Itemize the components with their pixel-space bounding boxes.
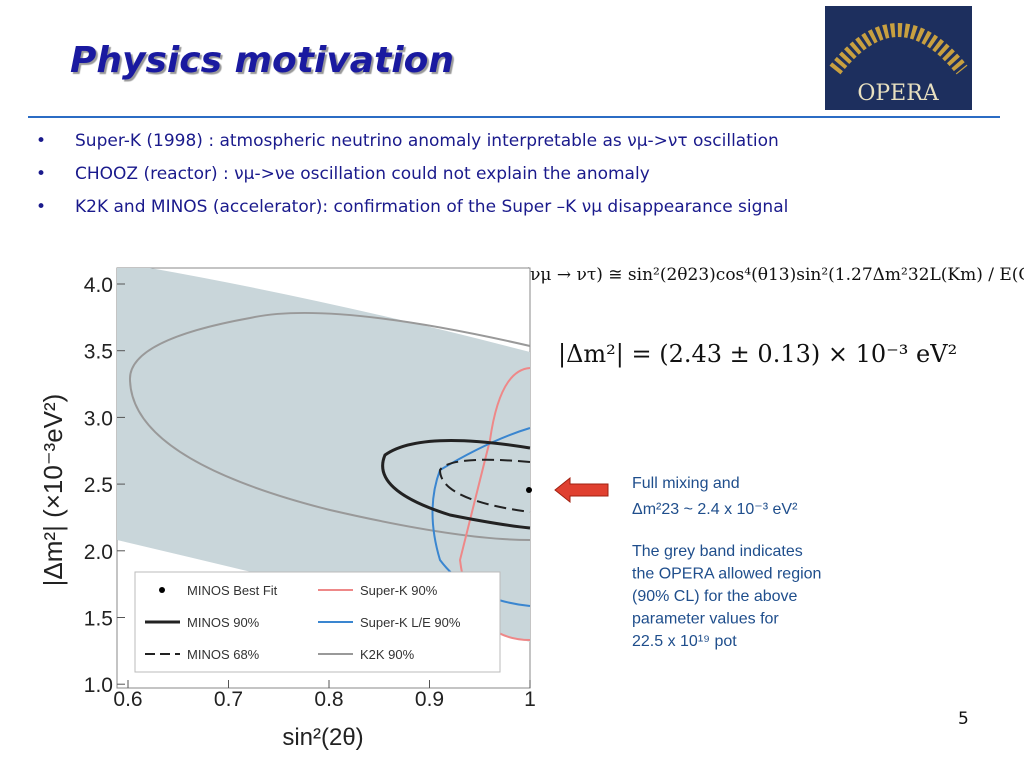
annotation-body: parameter values for [632, 611, 779, 628]
formula: P(νμ → ντ) ≅ sin²(2θ23)cos⁴(θ13)sin²(1.2… [512, 265, 1024, 285]
y-tick-label: 3.0 [84, 407, 113, 430]
minos-68-contour [438, 458, 531, 513]
legend-marker [159, 587, 165, 593]
legend-label: Super-K L/E 90% [360, 615, 461, 630]
logo: OPERA [825, 6, 972, 110]
result: |Δm²| = (2.43 ± 0.13) × 10⁻³ eV² [558, 340, 957, 369]
y-tick-label: 3.5 [84, 341, 113, 364]
legend-label: Super-K 90% [360, 583, 438, 598]
x-tick-label: 1 [524, 688, 536, 711]
annotation-body: (90% CL) for the above [632, 588, 798, 605]
bullet-dot: • [36, 164, 46, 184]
figure: MINOS Best Fit MINOS 90% MINOS 68% Super-K … [38, 267, 536, 751]
annotation-heading: Δm²23 ~ 2.4 x 10⁻³ eV² [632, 501, 798, 518]
y-tick-label: 2.0 [84, 541, 113, 564]
pointer-arrow [554, 476, 609, 504]
opera-band [117, 268, 530, 642]
x-tick-label: 0.6 [113, 688, 142, 711]
page-number: 5 [958, 709, 969, 729]
x-tick-label: 0.7 [214, 688, 243, 711]
y-tick-label: 1.0 [84, 674, 113, 697]
y-tick-label: 4.0 [84, 274, 113, 297]
y-tick-label: 1.5 [84, 608, 113, 631]
bullet-dot: • [36, 131, 46, 151]
annotation-body: 22.5 x 10¹⁹ pot [632, 633, 737, 650]
k2k-contour [128, 311, 531, 541]
annotation-body: the OPERA allowed region [632, 566, 821, 583]
legend-label: MINOS 68% [187, 647, 260, 662]
annotation-heading: Full mixing and [632, 475, 740, 492]
bullet: Super-K (1998) : atmospheric neutrino an… [75, 131, 779, 151]
legend-box [134, 571, 501, 673]
x-axis-label: sin²(2θ) [282, 724, 363, 751]
bullet: K2K and MINOS (accelerator): confirmatio… [75, 197, 788, 217]
minos-90-contour [381, 439, 531, 530]
logo-text: OPERA [857, 81, 939, 106]
x-tick-label: 0.9 [415, 688, 444, 711]
x-tick-label: 0.8 [314, 688, 343, 711]
y-tick-label: 2.5 [84, 474, 113, 497]
legend-label: MINOS Best Fit [187, 583, 278, 598]
bullet-dot: • [36, 197, 46, 217]
title: Physics motivation [70, 40, 454, 81]
bullet: CHOOZ (reactor) : νμ->νe oscillation cou… [75, 164, 650, 184]
best-fit [526, 487, 532, 493]
legend-label: MINOS 90% [187, 615, 260, 630]
annotation-body: The grey band indicates [632, 543, 803, 560]
y-axis-label: |Δm²| (×10⁻³eV²) [38, 394, 68, 587]
legend-label: K2K 90% [360, 647, 415, 662]
